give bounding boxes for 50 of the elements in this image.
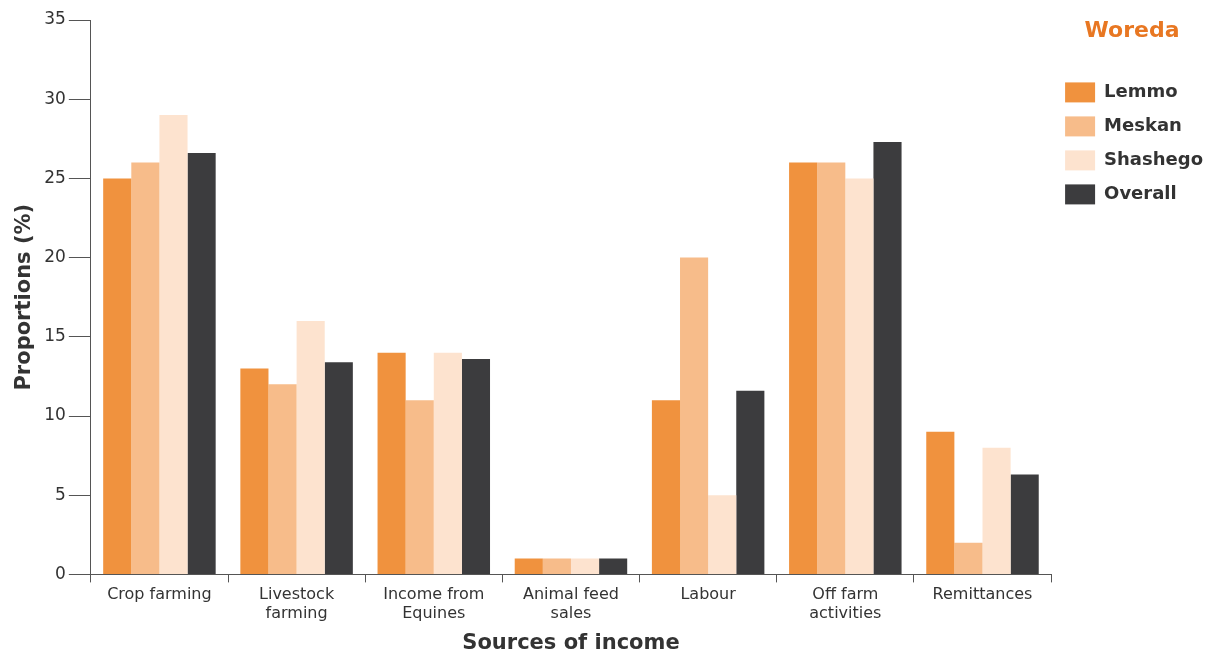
x-tick-label: Income from Equines bbox=[383, 584, 485, 623]
y-tick-label: 30 bbox=[44, 87, 66, 108]
bar bbox=[651, 400, 681, 574]
bar bbox=[159, 115, 188, 574]
bar bbox=[240, 368, 269, 574]
y-axis-title: Proportions (%) bbox=[11, 203, 36, 391]
bar bbox=[542, 558, 571, 574]
y-tick-label: 0 bbox=[55, 562, 66, 583]
bar bbox=[377, 352, 406, 574]
bar bbox=[926, 431, 955, 574]
legend-label: Shashego bbox=[1104, 148, 1204, 170]
bar bbox=[103, 178, 132, 574]
bar bbox=[514, 558, 543, 574]
x-tick-label: Livestock farming bbox=[259, 584, 335, 623]
y-tick-label: 10 bbox=[44, 404, 66, 425]
x-tick-label: Labour bbox=[680, 584, 737, 604]
bar bbox=[954, 542, 983, 574]
bar bbox=[131, 162, 160, 574]
bar bbox=[268, 384, 297, 574]
bar bbox=[845, 178, 874, 574]
bar bbox=[708, 495, 737, 574]
bar bbox=[873, 141, 902, 574]
bar bbox=[187, 153, 216, 574]
legend-label: Lemmo bbox=[1104, 80, 1178, 102]
bar bbox=[433, 352, 462, 574]
bar bbox=[789, 162, 818, 574]
bar bbox=[982, 447, 1011, 574]
y-tick-label: 25 bbox=[44, 166, 66, 187]
bar bbox=[296, 320, 325, 574]
y-tick-label: 35 bbox=[44, 8, 66, 29]
x-tick-label: Crop farming bbox=[107, 584, 212, 604]
bar bbox=[1010, 474, 1039, 574]
bar bbox=[817, 162, 846, 574]
x-tick-label: Animal feed sales bbox=[522, 584, 619, 623]
bar bbox=[405, 400, 434, 574]
x-tick-label: Off farm activities bbox=[809, 584, 882, 623]
bar bbox=[599, 558, 628, 574]
bar bbox=[680, 257, 709, 574]
bar bbox=[461, 358, 491, 574]
bar bbox=[570, 558, 600, 574]
bar bbox=[324, 362, 353, 574]
y-tick-label: 20 bbox=[44, 246, 66, 267]
y-tick-label: 5 bbox=[55, 483, 66, 504]
legend-title: Woreda bbox=[1084, 16, 1180, 42]
legend-label: Meskan bbox=[1104, 114, 1182, 136]
bar bbox=[736, 390, 765, 574]
legend-label: Overall bbox=[1104, 182, 1177, 204]
y-tick-label: 15 bbox=[44, 325, 66, 346]
x-axis-title: Sources of income bbox=[462, 629, 680, 654]
x-tick-label: Remittances bbox=[932, 584, 1033, 604]
